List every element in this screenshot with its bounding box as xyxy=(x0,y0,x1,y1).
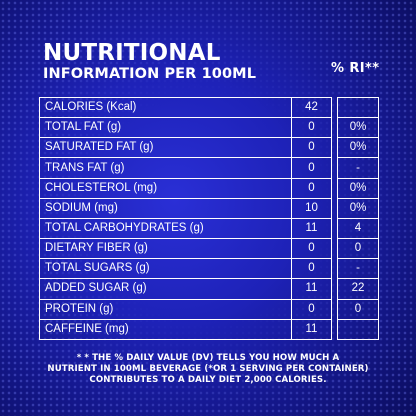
nutrient-ri-percent: - xyxy=(337,258,379,280)
nutrient-ri-percent: 0% xyxy=(337,137,379,159)
nutrient-value: 42 xyxy=(291,96,332,119)
nutrient-ri-percent: 22 xyxy=(337,278,379,300)
table-row: CAFFEINE (mg) 11 xyxy=(39,318,379,341)
table-row: SATURATED FAT (g) 0 0% xyxy=(39,137,379,159)
table-row: TOTAL SUGARS (g) 0- xyxy=(39,258,379,280)
table-row: CHOLESTEROL (mg) 0 0% xyxy=(39,177,379,199)
nutrient-label: SATURATED FAT (g) xyxy=(39,137,292,159)
nutrient-label: TOTAL FAT (g) xyxy=(39,117,292,139)
table-row: TRANS FAT (g) 0- xyxy=(39,157,379,179)
nutrient-label: TOTAL CARBOHYDRATES (g) xyxy=(39,217,292,240)
footnote-line-1: * * THE % DAILY VALUE (DV) TELLS YOU HOW… xyxy=(76,353,340,363)
nutrient-label: TRANS FAT (g) xyxy=(39,157,292,179)
nutrient-ri-percent xyxy=(337,318,379,341)
table-row: CALORIES (Kcal) 42 xyxy=(39,96,379,119)
table-row: DIETARY FIBER (g) 0 0 xyxy=(39,238,379,260)
title-nutritional: NUTRITIONAL xyxy=(43,40,221,66)
ri-column-header: % RI** xyxy=(331,61,380,76)
nutrient-ri-percent xyxy=(337,96,379,119)
nutrient-ri-percent: 0 xyxy=(337,238,379,260)
nutrient-label: ADDED SUGAR (g) xyxy=(39,278,292,300)
nutrient-ri-percent: 0% xyxy=(337,177,379,199)
nutrient-label: DIETARY FIBER (g) xyxy=(39,238,292,260)
table-row: ADDED SUGAR (g) 11 22 xyxy=(39,278,379,300)
nutrient-value: 0 xyxy=(291,298,332,320)
nutrient-value: 11 xyxy=(291,318,332,341)
table-row: TOTAL FAT (g) 0 0% xyxy=(39,117,379,139)
nutrient-value: 11 xyxy=(291,278,332,300)
table-row: PROTEIN (g) 0 0 xyxy=(39,298,379,320)
nutrient-label: CHOLESTEROL (mg) xyxy=(39,177,292,199)
nutrient-label: TOTAL SUGARS (g) xyxy=(39,258,292,280)
nutrient-value: 11 xyxy=(291,217,332,240)
nutrient-label: SODIUM (mg) xyxy=(39,197,292,219)
nutrient-ri-percent: 4 xyxy=(337,217,379,240)
nutrient-value: 0 xyxy=(291,238,332,260)
nutrient-ri-percent: 0 xyxy=(337,298,379,320)
footnote-line-2: NUTRIENT IN 100ML BEVERAGE (*OR 1 SERVIN… xyxy=(47,363,369,374)
nutrient-ri-percent: - xyxy=(337,157,379,179)
title-per-100ml: INFORMATION PER 100ML xyxy=(43,66,257,82)
table-row: TOTAL CARBOHYDRATES (g) 11 4 xyxy=(39,217,379,240)
nutrient-label: PROTEIN (g) xyxy=(39,298,292,320)
nutrient-value: 0 xyxy=(291,177,332,199)
nutrient-label: CALORIES (Kcal) xyxy=(39,96,292,119)
nutrient-value: 10 xyxy=(291,197,332,219)
nutrient-value: 0 xyxy=(291,258,332,280)
nutrient-value: 0 xyxy=(291,137,332,159)
nutrient-ri-percent: 0% xyxy=(337,117,379,139)
daily-value-footnote: * * THE % DAILY VALUE (DV) TELLS YOU HOW… xyxy=(40,353,376,385)
nutrient-ri-percent: 0% xyxy=(337,197,379,219)
nutrient-value: 0 xyxy=(291,157,332,179)
nutrition-table: CALORIES (Kcal) 42 TOTAL FAT (g) 0 0% SATURAT… xyxy=(39,96,379,341)
nutrient-label: CAFFEINE (mg) xyxy=(39,318,292,341)
nutrient-value: 0 xyxy=(291,117,332,139)
table-row: SODIUM (mg) 10 0% xyxy=(39,197,379,219)
footnote-line-3: CONTRIBUTES TO A DAILY DIET 2,000 CALORI… xyxy=(89,374,327,385)
